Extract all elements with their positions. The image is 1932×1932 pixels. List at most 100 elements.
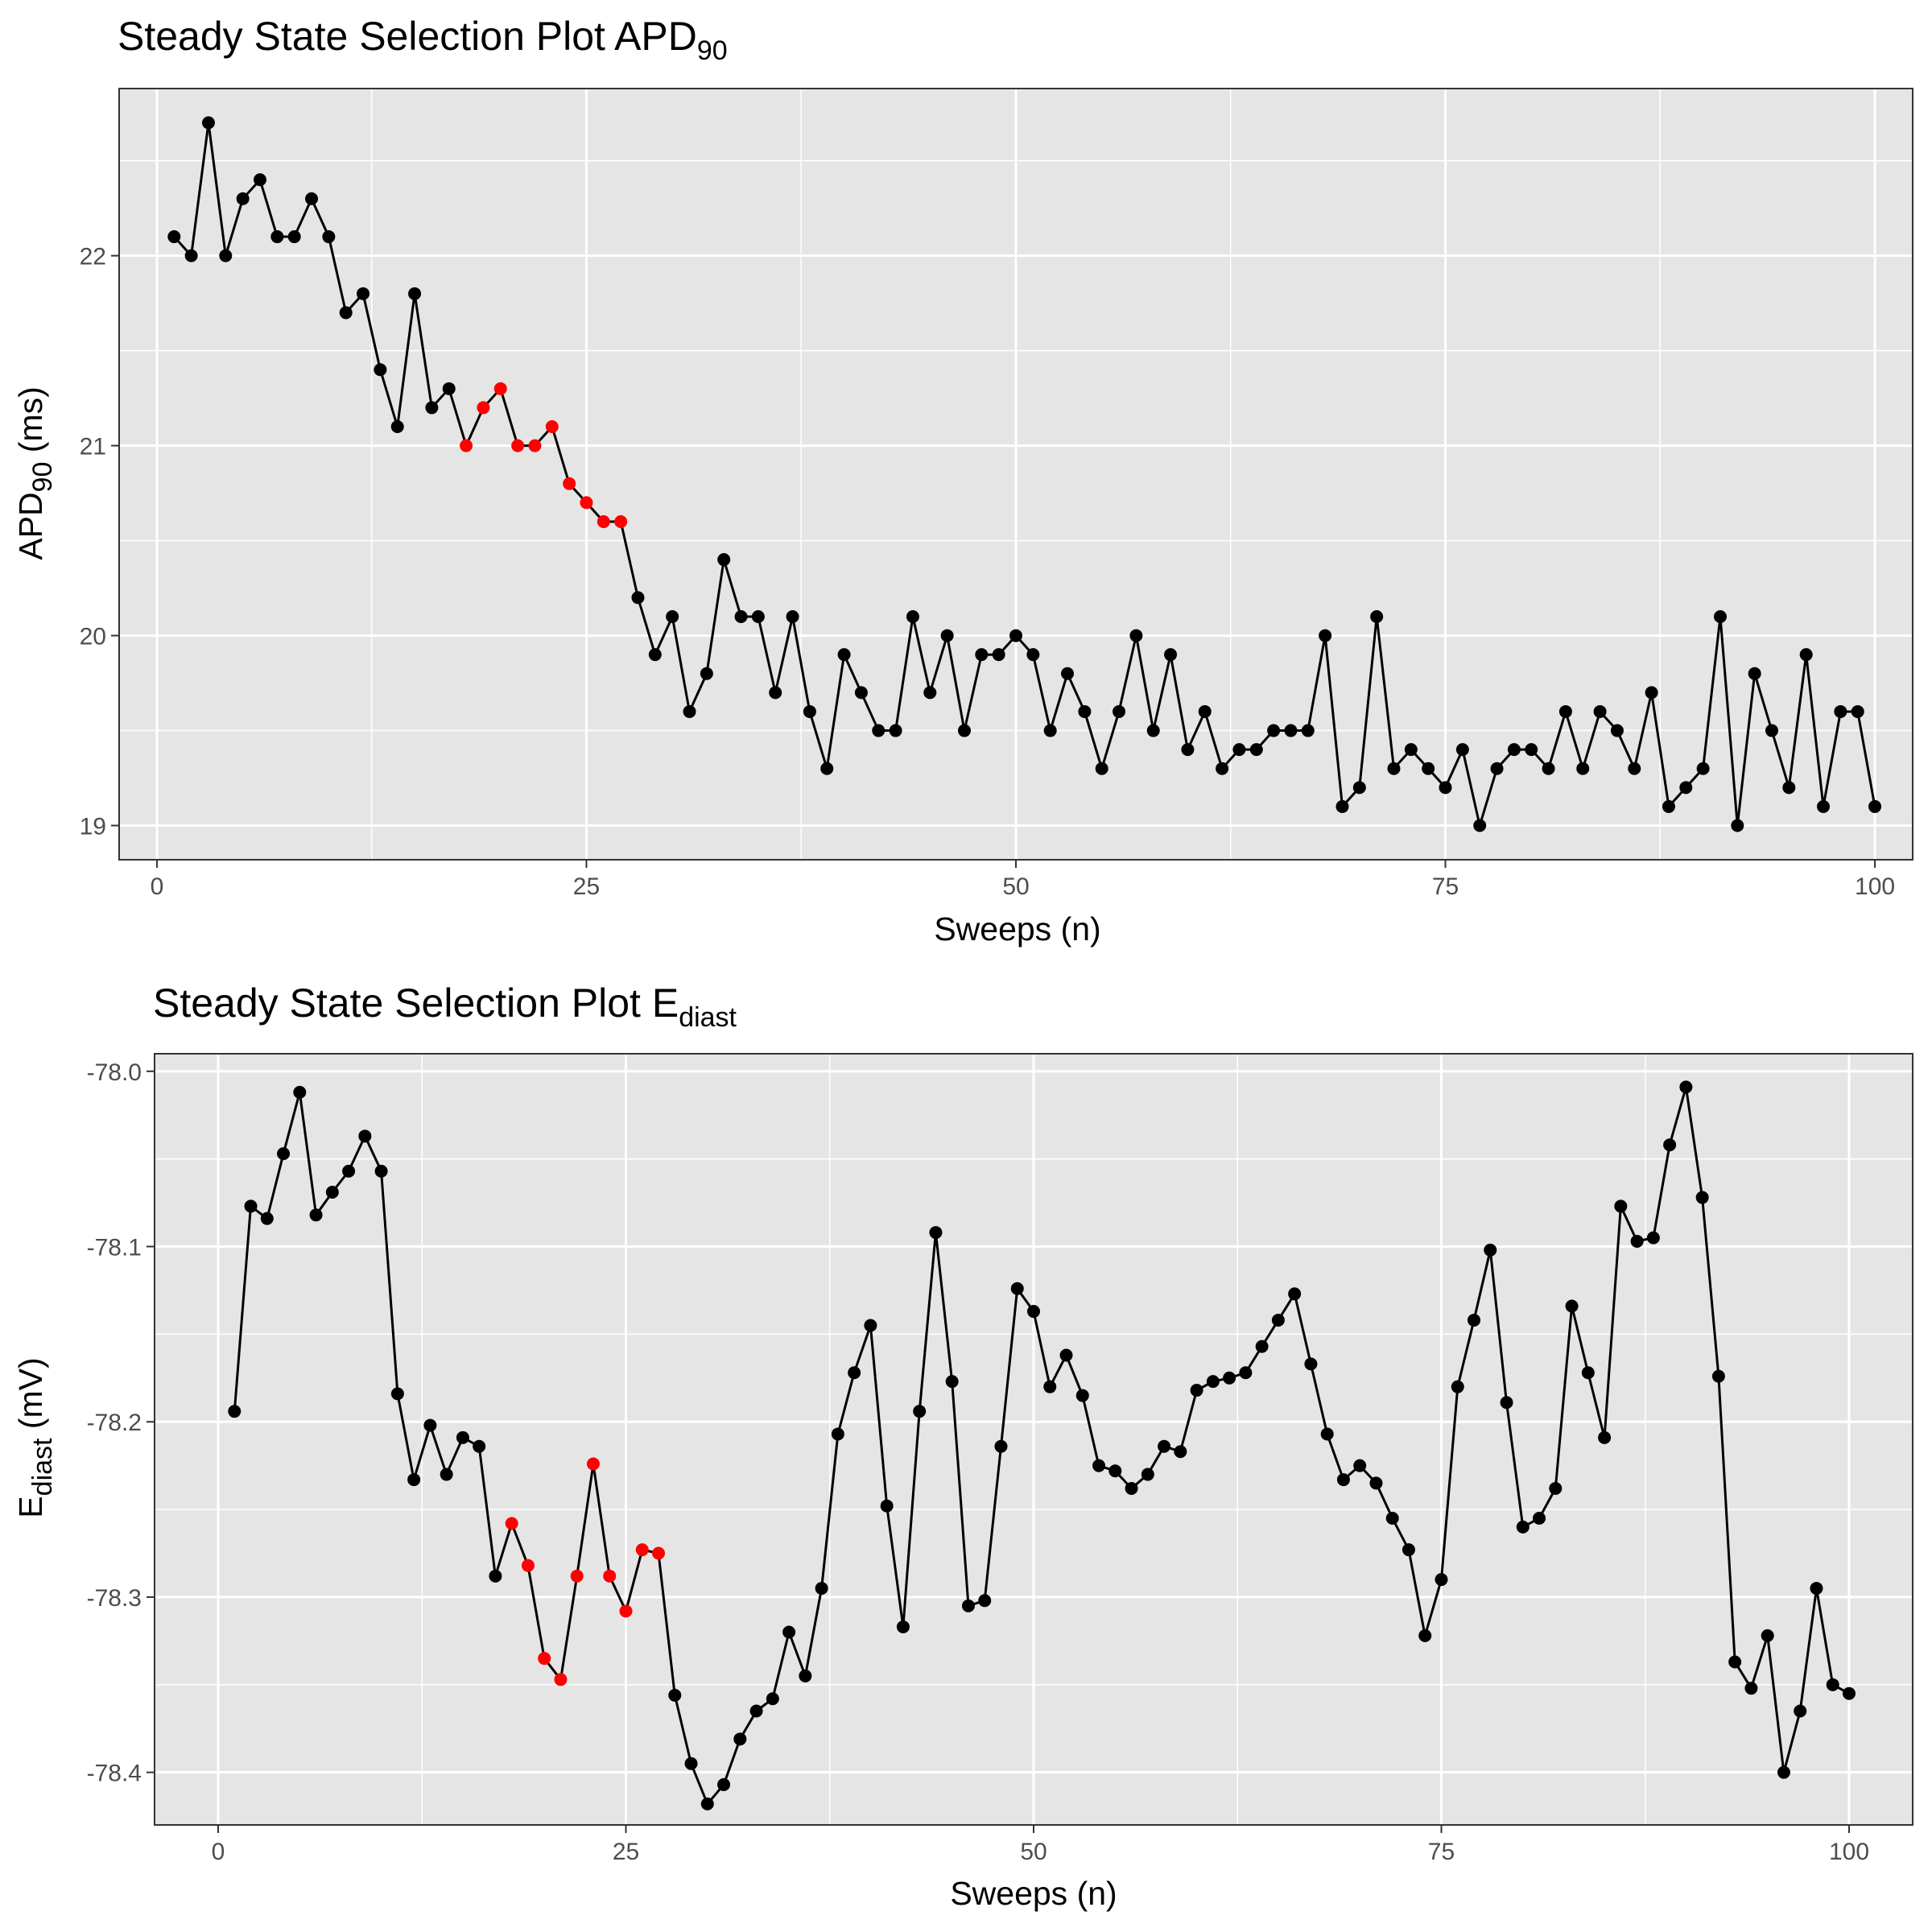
apd90-data-point xyxy=(1301,724,1315,737)
apd90-data-point xyxy=(1370,609,1384,623)
ediast-data-point xyxy=(440,1468,453,1481)
apd90-data-point xyxy=(305,192,319,205)
apd90-data-point xyxy=(201,116,215,130)
apd90-data-point xyxy=(357,287,370,300)
ediast-data-point xyxy=(1842,1686,1856,1700)
ediast-data-point xyxy=(358,1129,372,1143)
apd90-data-point xyxy=(339,306,353,320)
apd90-data-point xyxy=(992,648,1005,662)
apd90-data-point xyxy=(1696,762,1710,775)
ediast-data-point xyxy=(815,1582,828,1596)
apd90-data-point xyxy=(1799,648,1813,662)
apd90-data-point xyxy=(1525,743,1538,757)
ediast-data-point xyxy=(1711,1369,1725,1383)
ediast-data-point xyxy=(456,1430,469,1444)
ediast-data-point xyxy=(342,1164,356,1178)
ediast-y-tick-label: -78.0 xyxy=(87,1059,142,1086)
ediast-highlighted-point xyxy=(619,1604,633,1618)
ediast-data-point xyxy=(880,1499,894,1513)
apd90-data-point xyxy=(1662,799,1675,813)
ediast-data-point xyxy=(1598,1430,1612,1444)
apd90-data-point xyxy=(1026,648,1040,662)
ediast-data-point xyxy=(929,1226,943,1240)
apd90-data-point xyxy=(1610,724,1624,737)
ediast-data-point xyxy=(1125,1481,1138,1495)
ediast-data-point xyxy=(1794,1704,1807,1718)
apd90-data-point xyxy=(219,249,233,262)
ediast-data-point xyxy=(374,1164,388,1178)
apd90-data-point xyxy=(1095,762,1108,775)
apd90-data-point xyxy=(1593,704,1607,718)
apd90-highlighted-point xyxy=(477,401,490,415)
apd90-data-point xyxy=(1387,762,1401,775)
apd90-data-point xyxy=(1628,762,1641,775)
apd90-highlighted-point xyxy=(511,439,525,452)
ediast-data-point xyxy=(325,1186,339,1199)
ediast-data-point xyxy=(1549,1481,1563,1495)
apd90-plot-panel: 0 25 50 75 100 19 20 21 22 xyxy=(80,88,1913,900)
ediast-data-point xyxy=(1320,1427,1334,1441)
ediast-x-tick-label: 50 xyxy=(1020,1839,1046,1865)
ediast-data-point xyxy=(1630,1234,1644,1248)
apd90-data-point xyxy=(717,553,731,567)
apd90-data-point xyxy=(1198,704,1212,718)
ediast-data-point xyxy=(1010,1282,1024,1295)
ediast-data-point xyxy=(1663,1138,1677,1152)
ediast-data-point xyxy=(913,1405,927,1418)
ediast-data-point xyxy=(1353,1459,1367,1472)
ediast-highlighted-point xyxy=(538,1652,551,1666)
ediast-panel-border xyxy=(154,1053,1913,1826)
ediast-highlighted-point xyxy=(652,1546,666,1560)
ediast-series-line xyxy=(233,1086,1850,1806)
apd90-data-point xyxy=(1679,781,1693,795)
apd90-data-point xyxy=(751,609,765,623)
apd90-data-point xyxy=(390,420,404,434)
ediast-data-point xyxy=(1385,1511,1399,1525)
apd90-x-tick-label: 25 xyxy=(573,873,600,900)
apd90-data-point xyxy=(631,591,645,605)
apd90-data-point xyxy=(374,363,387,377)
apd90-data-point xyxy=(1542,762,1555,775)
ediast-y-tick-label: -78.3 xyxy=(87,1585,142,1612)
apd90-data-point xyxy=(1490,762,1504,775)
apd90-data-point xyxy=(322,230,336,244)
apd90-data-point xyxy=(1645,686,1658,700)
apd90-highlighted-point xyxy=(580,496,593,510)
ediast-data-point xyxy=(1271,1313,1285,1327)
apd90-data-point xyxy=(648,648,662,662)
apd90-data-point xyxy=(1249,743,1263,757)
apd90-data-point xyxy=(1851,704,1864,718)
apd90-data-point xyxy=(803,704,816,718)
ediast-highlighted-point xyxy=(586,1457,600,1471)
ediast-data-point xyxy=(1435,1573,1448,1587)
ediast-data-point xyxy=(1744,1682,1758,1695)
ediast-data-point xyxy=(1468,1313,1481,1327)
apd90-chart: Steady State Selection Plot APD90 0 25 50 7… xyxy=(12,14,1913,947)
apd90-data-point xyxy=(184,249,198,262)
ediast-data-point xyxy=(1728,1655,1742,1669)
ediast-data-point xyxy=(1500,1396,1513,1410)
apd90-x-tick-label: 50 xyxy=(1002,873,1029,900)
apd90-data-point xyxy=(683,704,696,718)
apd90-data-point xyxy=(1576,762,1590,775)
ediast-data-point xyxy=(961,1599,975,1612)
apd90-data-point xyxy=(940,629,954,642)
apd90-data-point xyxy=(1713,609,1727,623)
ediast-data-point xyxy=(733,1732,747,1746)
apd90-panel-border xyxy=(118,88,1913,861)
ediast-data-point xyxy=(1695,1191,1709,1204)
ediast-data-point xyxy=(1761,1629,1774,1642)
ediast-data-point xyxy=(766,1692,779,1706)
ediast-y-tick-label: -78.1 xyxy=(87,1235,142,1261)
apd90-highlighted-point xyxy=(545,420,559,434)
apd90-y-tick-label: 22 xyxy=(80,244,106,270)
ediast-data-point xyxy=(1190,1384,1203,1397)
apd90-data-point xyxy=(1078,704,1092,718)
apd90-data-point xyxy=(906,609,919,623)
ediast-data-point xyxy=(1581,1366,1595,1380)
ediast-data-point xyxy=(1059,1348,1073,1362)
apd90-data-point xyxy=(1216,762,1229,775)
apd90-highlighted-point xyxy=(563,477,576,490)
apd90-series-line xyxy=(173,122,1876,831)
ediast-data-point xyxy=(473,1439,486,1453)
